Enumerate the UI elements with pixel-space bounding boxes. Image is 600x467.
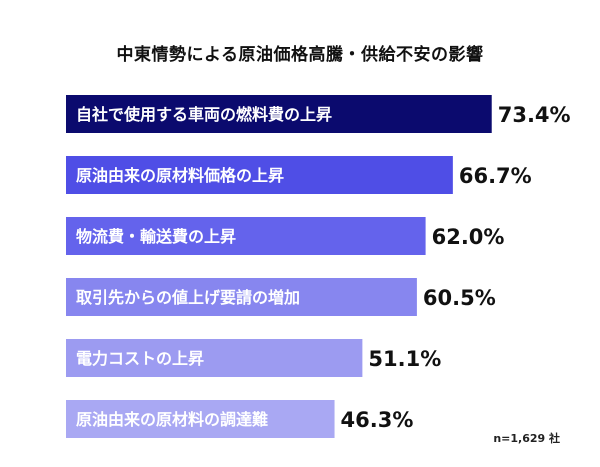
bar-value-label-1: 73.4% [498,103,571,127]
bar-category-label-3: 物流費・輸送費の上昇 [76,227,236,246]
bar-1 [66,95,492,133]
bar-value-label-4: 60.5% [423,286,496,310]
chart-title: 中東情勢による原油価格高騰・供給不安の影響 [116,45,484,65]
bar-category-label-2: 原油由来の原材料価格の上昇 [76,166,284,185]
bar-category-label-4: 取引先からの値上げ要請の増加 [76,288,300,307]
bar-category-label-5: 電力コストの上昇 [76,349,204,368]
bar-3 [66,217,426,255]
bar-6 [66,400,335,438]
bar-category-label-1: 自社で使用する車両の燃料費の上昇 [76,105,332,124]
bar-value-label-3: 62.0% [432,225,505,249]
bar-value-label-2: 66.7% [459,164,532,188]
bar-4 [66,278,417,316]
bar-value-label-5: 51.1% [368,347,441,371]
bars-group: 自社で使用する車両の燃料費の上昇 73.4% 原油由来の原材料価格の上昇 66.7% 物… [66,95,571,438]
bar-2 [66,156,453,194]
bar-category-label-6: 原油由来の原材料の調達難 [76,410,268,429]
bar-5 [66,339,363,377]
bar-value-label-6: 46.3% [341,408,414,432]
sample-size-note: n=1,629 社 [493,432,560,445]
